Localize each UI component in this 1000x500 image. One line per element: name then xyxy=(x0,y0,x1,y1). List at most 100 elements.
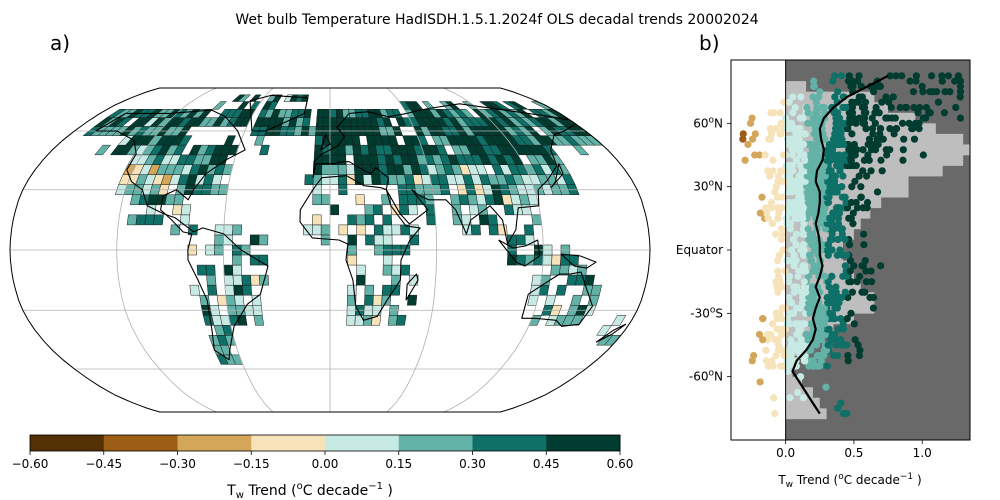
map-grid-cell xyxy=(225,294,236,306)
zonal-trend-point xyxy=(867,167,875,175)
zonal-trend-point xyxy=(764,167,772,175)
zonal-trend-point xyxy=(805,251,814,259)
map-grid-cell xyxy=(372,294,383,306)
zonal-land-bar xyxy=(785,81,807,92)
zonal-trend-point xyxy=(872,103,880,112)
panel-b-label: b) xyxy=(699,31,720,55)
map-grid-cell xyxy=(356,264,366,276)
map-coastline xyxy=(320,134,331,151)
zonal-trend-point xyxy=(772,125,780,133)
zonal-trend-point xyxy=(855,351,863,360)
map-grid-cell xyxy=(551,254,562,266)
zonal-trend-point xyxy=(832,283,840,291)
zonal-trend-point xyxy=(797,114,805,122)
zonal-trend-point xyxy=(784,161,792,170)
map-grid-cell xyxy=(382,254,393,266)
zonal-trend-point xyxy=(843,272,851,280)
zonal-land-bar xyxy=(785,228,854,240)
zonal-trend-point xyxy=(873,135,881,143)
zonal-trend-point xyxy=(849,209,857,217)
map-coastline xyxy=(95,109,269,361)
map-grid-cell xyxy=(478,214,490,226)
map-grid-cell xyxy=(407,204,418,216)
zonal-trend-point xyxy=(840,151,849,159)
zonal-trend-point xyxy=(898,119,907,127)
zonal-trend-point xyxy=(843,161,851,170)
zonal-trend-point xyxy=(762,204,770,212)
zonal-land-bar xyxy=(785,397,820,409)
zonal-trend-point xyxy=(951,77,959,85)
zonal-trend-point xyxy=(850,320,858,328)
zonal-trend-point xyxy=(852,198,860,207)
zonal-trend-point xyxy=(804,119,812,127)
map-longitude-line xyxy=(386,88,438,412)
zonal-trend-point xyxy=(767,109,775,117)
zonal-trend-point xyxy=(771,336,779,344)
zonal-trend-point xyxy=(889,93,897,101)
map-grid-cell xyxy=(253,315,265,326)
colorbar-label-rest: Trend ( xyxy=(244,483,297,499)
map-grid-cell xyxy=(362,174,373,185)
zonal-trend-point xyxy=(785,98,793,106)
zonal-trend-point xyxy=(771,230,780,238)
colorbar-label: Tw Trend (oC decade−1 ) xyxy=(226,481,393,500)
map-grid-cell xyxy=(249,101,262,110)
zonal-trend-point xyxy=(831,177,839,185)
map-grid-cell xyxy=(233,284,244,296)
colorbar-tick-label: −0.30 xyxy=(159,457,196,471)
map-grid-cell xyxy=(364,214,375,226)
zonal-trend-point xyxy=(848,103,857,112)
zonal-trend-point xyxy=(784,135,792,143)
map-grid-cell xyxy=(329,204,340,216)
map-grid-cell xyxy=(205,264,216,276)
zonal-trend-point xyxy=(900,135,908,143)
map-grid-cell xyxy=(382,224,393,236)
zonal-trend-point xyxy=(857,193,865,201)
zonal-trend-point xyxy=(919,88,927,96)
zonal-trend-point xyxy=(785,293,793,302)
zonal-trend-point xyxy=(869,130,877,138)
zonal-xlabel-sup-exp: −1 xyxy=(900,472,913,482)
map-grid-cell xyxy=(223,224,234,236)
colorbar-label-sup-o: o xyxy=(297,481,303,492)
zonal-trend-point xyxy=(758,193,766,201)
zonal-trend-point xyxy=(830,72,839,80)
zonal-trend-point xyxy=(780,98,788,106)
zonal-trend-point xyxy=(763,330,772,339)
map-grid-cell xyxy=(507,101,529,110)
map-grid-cell xyxy=(391,274,401,286)
map-grid-cell xyxy=(320,224,331,236)
zonal-xlabel-main: T xyxy=(777,473,786,487)
map-grid-cell xyxy=(542,254,553,266)
zonal-trend-point xyxy=(775,283,784,291)
map-grid-cell xyxy=(214,234,224,246)
zonal-trend-point xyxy=(855,172,863,180)
map-grid-cell xyxy=(400,264,411,276)
colorbar-tick-label: 0.15 xyxy=(385,457,412,471)
zonal-trend-point xyxy=(741,156,749,164)
zonal-trend-point xyxy=(868,125,877,133)
colorbar-label-sup-exp: −1 xyxy=(368,481,383,492)
zonal-trend-point xyxy=(860,230,868,238)
map-grid-cell xyxy=(461,214,472,226)
colorbar: −0.60 −0.45 −0.30 −0.15 0.00 0.15 0.30 0.45 0.60 xyxy=(12,434,633,471)
map-grid-cell xyxy=(544,294,557,306)
map-grid-cell xyxy=(374,234,384,246)
zonal-land-bar xyxy=(785,155,964,166)
zonal-trend-point xyxy=(768,357,776,365)
map-grid-cell xyxy=(211,101,228,110)
map-coastline xyxy=(498,239,541,267)
zonal-trend-point xyxy=(787,246,796,254)
map-grid-cell xyxy=(555,284,567,296)
zonal-trend-point xyxy=(786,394,794,402)
zonal-trend-point xyxy=(832,288,840,296)
zonal-trend-point xyxy=(863,198,872,207)
map-grid-cell xyxy=(365,234,375,246)
zonal-trend-point xyxy=(797,93,805,101)
zonal-trend-point xyxy=(956,93,964,101)
colorbar-segment xyxy=(251,435,326,451)
zonal-trend-point xyxy=(820,304,829,312)
zonal-trend-point xyxy=(756,209,764,217)
zonal-trend-point xyxy=(748,135,757,143)
